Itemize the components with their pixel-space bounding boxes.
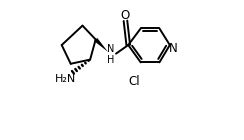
Text: H₂N: H₂N xyxy=(55,74,76,84)
Text: O: O xyxy=(121,9,130,22)
Text: N
H: N H xyxy=(107,44,114,65)
Text: N: N xyxy=(169,42,178,55)
Text: Cl: Cl xyxy=(129,75,140,88)
Polygon shape xyxy=(94,38,108,52)
